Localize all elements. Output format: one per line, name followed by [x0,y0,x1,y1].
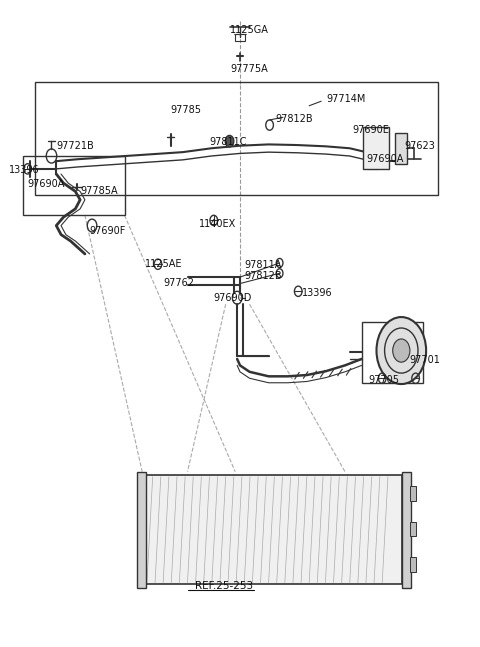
Text: 97785A: 97785A [80,186,118,196]
Circle shape [393,339,410,362]
Bar [410,557,416,571]
Bar [142,475,402,584]
Text: 97690F: 97690F [90,226,126,236]
Text: 97762: 97762 [164,278,195,288]
Text: 97785: 97785 [171,105,202,115]
Bar [362,322,423,383]
Text: 97690A: 97690A [28,179,65,190]
Text: 97812B: 97812B [245,271,282,281]
Text: 97811C: 97811C [209,137,247,147]
Text: 1125AE: 1125AE [144,259,182,269]
Bar [235,34,245,41]
Text: 13396: 13396 [302,288,333,298]
Bar [137,472,146,587]
Text: 97623: 97623 [405,141,435,151]
Bar [395,133,407,164]
Bar [35,82,438,195]
Text: 97690E: 97690E [352,126,389,135]
Bar [410,487,416,501]
Text: 97701: 97701 [409,355,440,365]
Text: 97714M: 97714M [326,94,365,104]
Text: 97690D: 97690D [214,292,252,303]
Text: 1125GA: 1125GA [230,25,269,36]
Bar [363,127,389,169]
Text: 97721B: 97721B [56,140,94,151]
Text: 13396: 13396 [9,165,39,175]
Text: 97690A: 97690A [366,153,404,164]
Text: 97705: 97705 [369,375,400,384]
Bar [402,472,411,587]
Bar [410,522,416,536]
Text: 1140EX: 1140EX [199,219,237,228]
Text: REF.25-253: REF.25-253 [195,582,253,591]
Bar [23,156,125,215]
Text: 97812B: 97812B [276,114,313,124]
Circle shape [225,135,234,147]
Text: 97811A: 97811A [245,260,282,270]
Text: 97775A: 97775A [231,64,268,74]
Circle shape [376,317,426,384]
